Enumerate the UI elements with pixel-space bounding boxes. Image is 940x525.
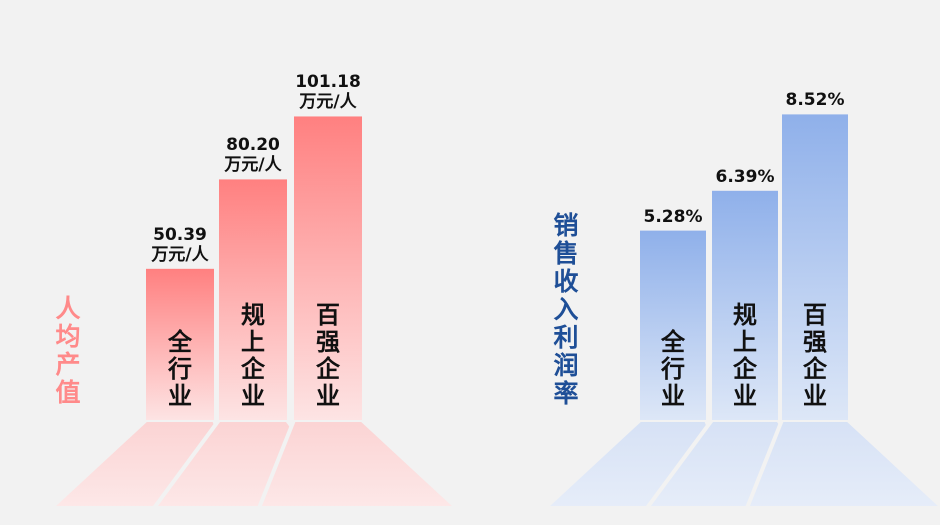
bar-1-1: [712, 190, 778, 420]
bar-base-1-2: [744, 418, 940, 510]
category-label-1-0: 全行业: [661, 328, 685, 410]
data-label-0-1: 80.20 万元/人: [224, 135, 282, 176]
bar-0-2: [294, 116, 362, 421]
category-label-1-1: 规上企业: [733, 301, 757, 410]
category-label-0-0: 全行业: [168, 328, 192, 410]
category-label-0-2: 百强企业: [316, 301, 340, 410]
bar-0-0: [146, 268, 214, 420]
bar-1-0: [640, 230, 706, 420]
left-chart-title: 人均产值: [55, 294, 81, 407]
bar-base-0-2: [256, 418, 463, 510]
data-label-0-2: 101.18 万元/人: [295, 72, 361, 113]
data-label-1-0: 5.28%: [643, 206, 703, 227]
bar-1-2: [782, 114, 848, 421]
bar-0-1: [219, 179, 287, 420]
category-label-0-1: 规上企业: [241, 301, 265, 410]
data-label-1-2: 8.52%: [785, 90, 845, 111]
data-label-1-1: 6.39%: [715, 166, 775, 187]
category-label-1-2: 百强企业: [803, 301, 827, 410]
data-label-0-0: 50.39 万元/人: [151, 224, 209, 265]
right-chart-title: 销售收入利润率: [553, 211, 579, 408]
